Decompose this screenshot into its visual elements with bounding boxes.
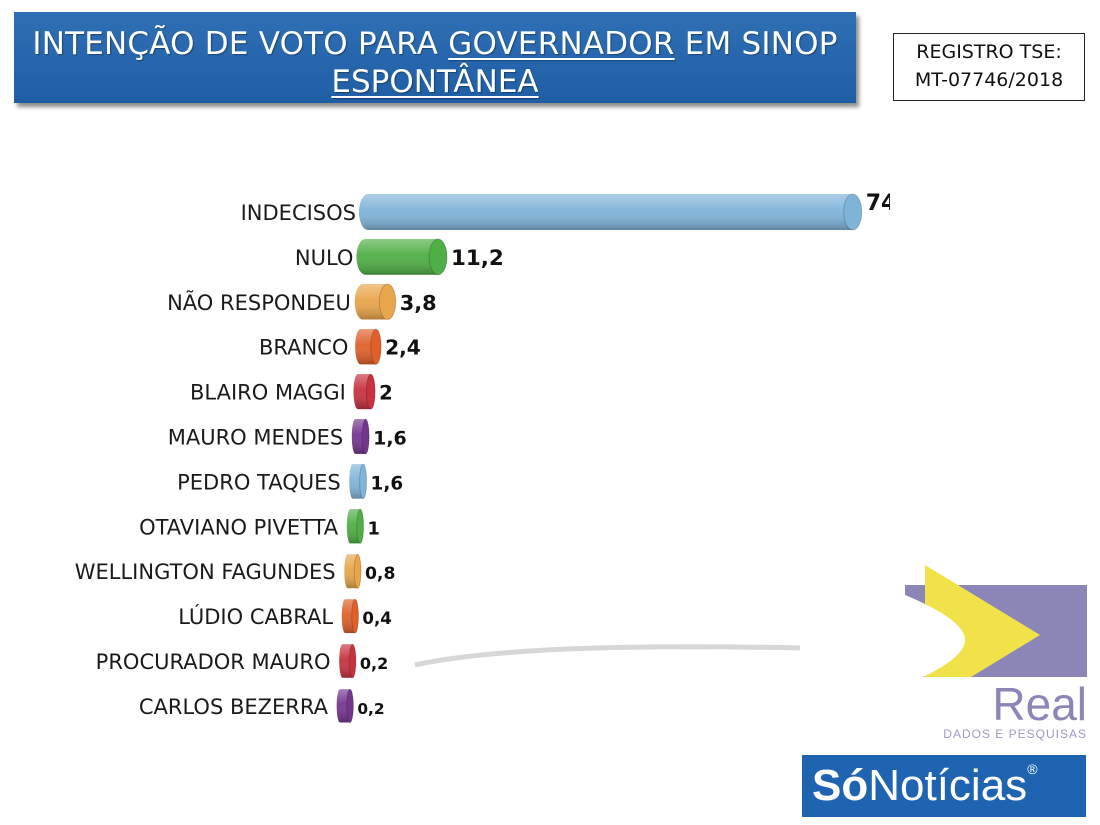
bar-cap xyxy=(378,283,397,321)
bar-cap xyxy=(351,598,359,634)
title-underlined: GOVERNADOR xyxy=(448,26,675,62)
value-label: 0,2 xyxy=(357,700,384,718)
value-label: 2 xyxy=(379,382,393,405)
bar-chart: INDECISOS 74,8 NULO 11,2 NÃO RESPONDEU 3,8 BRA… xyxy=(75,191,890,724)
value-label: 0,4 xyxy=(362,609,391,628)
bar-cap xyxy=(365,373,376,410)
bar-cap xyxy=(359,463,368,500)
bar-shading xyxy=(356,239,448,275)
registro-box: REGISTRO TSE: MT-07746/2018 xyxy=(893,33,1085,101)
chart-title: INTENÇÃO DE VOTO PARA GOVERNADOR EM SINO… xyxy=(14,26,856,62)
category-label: WELLINGTON FAGUNDES xyxy=(75,560,336,584)
category-label: INDECISOS xyxy=(241,201,356,225)
category-label: OTAVIANO PIVETTA xyxy=(139,515,339,539)
category-label: BRANCO xyxy=(259,336,348,360)
value-label: 0,2 xyxy=(360,654,388,673)
bar-cap xyxy=(353,553,362,589)
sonoticias-logo: SóNotícias® xyxy=(802,755,1086,817)
brand-rest: Notícias xyxy=(868,761,1028,810)
value-label: 1 xyxy=(368,518,380,539)
bar-cap xyxy=(346,688,354,724)
title-banner: INTENÇÃO DE VOTO PARA GOVERNADOR EM SINO… xyxy=(14,12,856,103)
value-label: 1,6 xyxy=(373,428,407,450)
category-label: MAURO MENDES xyxy=(168,426,344,450)
category-label: PROCURADOR MAURO xyxy=(96,650,331,674)
value-label: 11,2 xyxy=(451,246,504,271)
logo-tagline: DADOS E PESQUISAS xyxy=(943,727,1087,741)
subtitle-text: ESPONTÂNEA xyxy=(331,64,539,100)
value-label: 2,4 xyxy=(385,336,421,360)
bar-cap xyxy=(348,643,357,679)
category-label: NULO xyxy=(295,246,354,270)
bar-cap xyxy=(361,418,370,455)
registered-mark: ® xyxy=(1027,761,1038,777)
title-prefix: INTENÇÃO DE VOTO PARA xyxy=(32,26,449,62)
bar-cap xyxy=(370,328,382,365)
value-label: 3,8 xyxy=(400,291,437,315)
brand-bold: Só xyxy=(812,761,869,810)
title-suffix: EM SINOP xyxy=(674,26,838,62)
bar-shading xyxy=(359,194,862,230)
registro-line1: REGISTRO TSE: xyxy=(916,41,1062,63)
floor-shadow xyxy=(414,644,801,668)
category-label: BLAIRO MAGGI xyxy=(190,381,346,405)
value-label: 0,8 xyxy=(365,564,395,584)
registro-line2: MT-07746/2018 xyxy=(914,69,1064,91)
category-label: LÚDIO CABRAL xyxy=(178,604,333,629)
value-label: 74,8 xyxy=(866,191,890,216)
category-label: CARLOS BEZERRA xyxy=(139,695,329,719)
bar-cap xyxy=(428,238,448,276)
chart-subtitle: ESPONTÂNEA xyxy=(14,64,856,100)
category-label: PEDRO TAQUES xyxy=(177,470,341,494)
bar-cap xyxy=(843,193,863,231)
real-logo-icon xyxy=(905,565,1087,737)
bar-cap xyxy=(356,508,365,544)
logo-brand: Real xyxy=(992,678,1087,730)
category-label: NÃO RESPONDEU xyxy=(167,289,351,315)
value-label: 1,6 xyxy=(371,473,404,494)
